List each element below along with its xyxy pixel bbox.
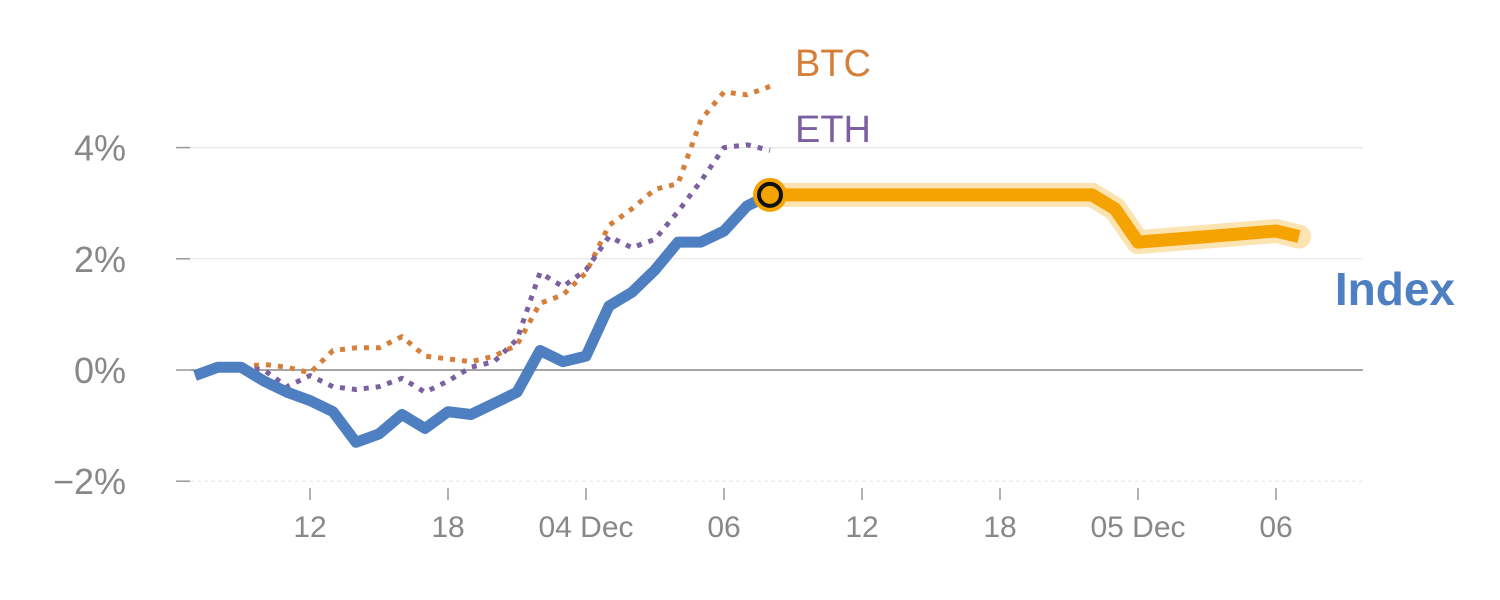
x-tick-label: 18: [431, 511, 464, 544]
y-tick-label: 0%: [74, 350, 126, 391]
x-tick-label: 06: [707, 511, 740, 544]
btc-line: [194, 84, 771, 379]
axes: 4% 2% 0% −2% 12 18 04 Dec 06 12 18 05 Dec 06: [53, 128, 1293, 544]
y-tick-label: 2%: [74, 239, 126, 280]
series-lines: [193, 84, 1311, 448]
x-tick-label: 12: [293, 511, 326, 544]
index-line: [193, 189, 773, 448]
series-labels: BTC ETH Index: [795, 43, 1455, 315]
eth-line: [194, 142, 771, 395]
x-tick-label: 05 Dec: [1090, 511, 1185, 544]
y-tick-label: −2%: [53, 461, 126, 502]
eth-label: ETH: [795, 109, 871, 151]
x-tick-label: 18: [983, 511, 1016, 544]
current-marker: [753, 177, 787, 212]
grid-lines: [190, 147, 1363, 482]
x-tick-label: 12: [845, 511, 878, 544]
marker-inner: [757, 181, 783, 208]
x-tick-label: 04 Dec: [538, 511, 633, 544]
y-tick-label: 4%: [74, 128, 126, 169]
x-tick-label: 06: [1259, 511, 1292, 544]
index-projection-line: [770, 188, 1301, 249]
btc-label: BTC: [795, 43, 871, 85]
index-label: Index: [1335, 263, 1456, 315]
